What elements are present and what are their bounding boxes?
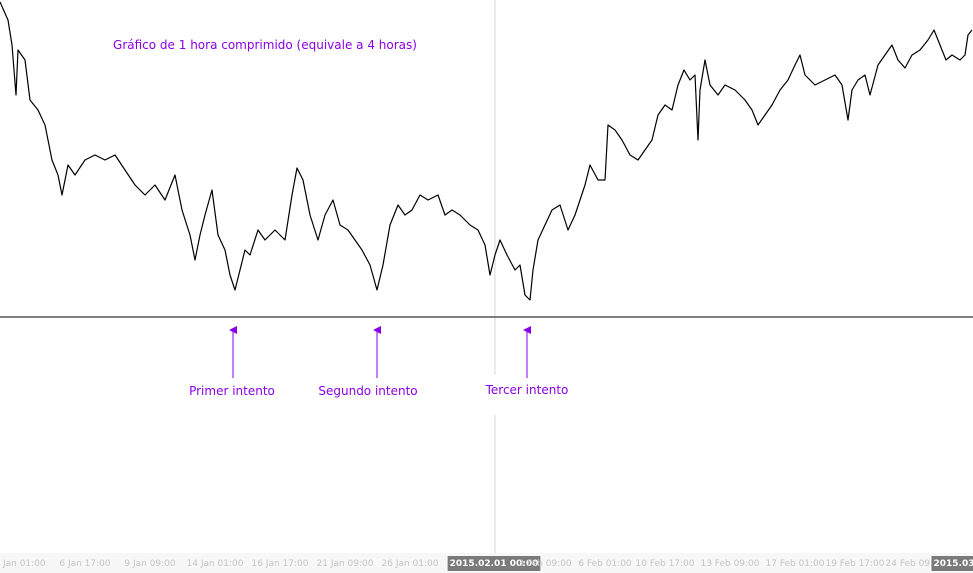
x-tick-label: 13 Feb 09:00 xyxy=(700,559,759,569)
label: Tercer intento xyxy=(485,383,569,397)
x-tick-label: 26 Jan 01:00 xyxy=(382,559,439,569)
x-tick-label: 10 Feb 17:00 xyxy=(635,559,694,569)
x-tick-label: 3 Feb 09:00 xyxy=(518,559,572,569)
annotation: Gráfico de 1 hora comprimido (equivale a… xyxy=(113,38,417,52)
x-tick-label: 2015.02.01 00:00 xyxy=(450,559,539,569)
x-tick-label: 19 Feb 17:00 xyxy=(825,559,884,569)
x-tick-label: 14 Jan 01:00 xyxy=(187,559,244,569)
label: Segundo intento xyxy=(318,384,417,398)
x-tick-label: 16 Jan 17:00 xyxy=(252,559,309,569)
x-axis: 2 Jan 01:00 6 Jan 17:00 9 Jan 09:00 14 Jan … xyxy=(0,556,973,571)
x-tick-label: 2015.03 xyxy=(934,559,973,569)
x-tick-highlight xyxy=(931,556,973,571)
x-tick-label: 21 Jan 09:00 xyxy=(317,559,374,569)
x-tick-label: 2 Jan 01:00 xyxy=(0,559,46,569)
x-tick-label: 9 Jan 09:00 xyxy=(124,559,176,569)
x-tick-label: 6 Jan 17:00 xyxy=(59,559,111,569)
x-tick-label: 24 Feb 09:00 xyxy=(885,559,944,569)
price-line xyxy=(0,1,973,301)
x-tick-label: 17 Feb 01:00 xyxy=(765,559,824,569)
label: Primer intento xyxy=(189,384,275,398)
x-tick-highlight xyxy=(447,556,541,571)
x-tick-label: 6 Feb 01:00 xyxy=(578,559,632,569)
